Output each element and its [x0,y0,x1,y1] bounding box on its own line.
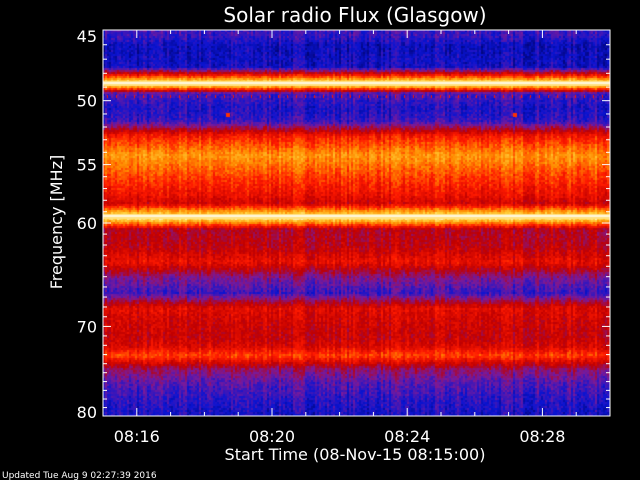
y-tick-label: 80 [77,403,97,422]
updated-timestamp: Updated Tue Aug 9 02:27:39 2016 [2,471,157,480]
y-tick-label: 45 [77,27,97,46]
y-tick-label: 55 [77,156,97,175]
x-tick-label: 08:24 [384,427,430,446]
x-axis-label: Start Time (08-Nov-15 08:15:00) [225,445,486,464]
y-tick-label: 60 [77,214,97,233]
chart-title: Solar radio Flux (Glasgow) [223,3,486,27]
axis-tick-labels: 45 50 55 60 70 80 08:16 08:20 08:24 08:28 [77,27,566,446]
x-tick-label: 08:20 [249,427,295,446]
y-tick-label: 50 [77,92,97,111]
x-tick-label: 08:28 [519,427,565,446]
x-tick-label: 08:16 [114,427,160,446]
y-tick-label: 70 [77,317,97,336]
heatmap [103,30,610,416]
axis-ticks [103,29,610,417]
y-axis-label: Frequency [MHz] [47,155,66,289]
heatmap-image [103,30,610,416]
